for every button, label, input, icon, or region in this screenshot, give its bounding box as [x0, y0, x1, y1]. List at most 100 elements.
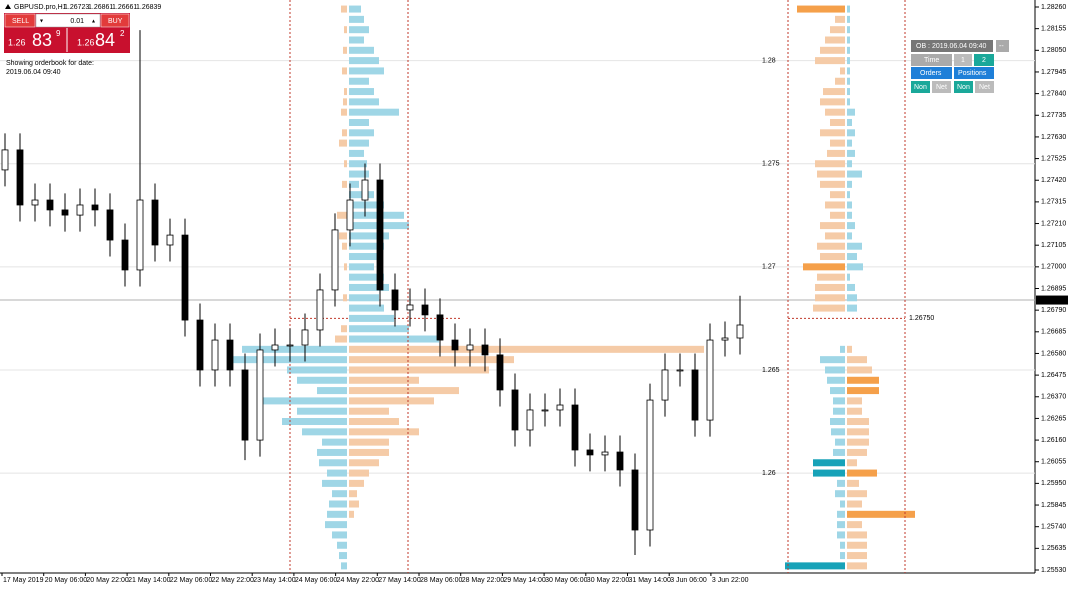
book-bar [332, 531, 347, 539]
book-bar [287, 366, 347, 374]
book-bar [835, 490, 845, 498]
down-arrow[interactable]: ▾ [40, 19, 43, 25]
book-bar [847, 304, 857, 312]
lots-input[interactable] [35, 13, 101, 28]
close-label[interactable]: -- [999, 43, 1004, 50]
book-bar [349, 469, 369, 477]
y-tick-label: 1.27840 [1041, 90, 1066, 97]
book-bar [847, 294, 857, 302]
buy-frac[interactable]: 2 [120, 29, 125, 38]
candle-body [106, 209, 114, 241]
y-tick-label: 1.26475 [1041, 372, 1066, 379]
y-tick-label: 1.25845 [1041, 502, 1066, 509]
x-tick-label: 21 May 14:00 [128, 577, 171, 584]
buy-big[interactable]: 1.26 [77, 37, 95, 47]
book-bar [349, 500, 359, 508]
y-tick-label: 1.27630 [1041, 134, 1066, 141]
up-arrow[interactable]: ▴ [92, 19, 95, 25]
x-tick-label: 31 May 14:00 [629, 577, 672, 584]
book-bar [342, 67, 347, 75]
net-button[interactable] [975, 81, 994, 93]
buy-pips[interactable]: 84 [95, 30, 115, 50]
book-bar [847, 263, 863, 271]
book-bar [840, 541, 845, 549]
book-bar [349, 98, 379, 106]
time-label[interactable]: Time [924, 57, 939, 64]
positions-button[interactable] [954, 67, 994, 79]
buy-button[interactable] [100, 13, 130, 28]
book-bar [349, 490, 357, 498]
y-tick-label: 1.27315 [1041, 199, 1066, 206]
sell-pips[interactable]: 83 [32, 30, 52, 50]
book-bar [837, 510, 845, 518]
candle-body [286, 344, 294, 347]
book-bar [332, 490, 347, 498]
candle-body [346, 199, 354, 231]
candle-body [631, 469, 639, 531]
net-label[interactable]: Net [979, 84, 990, 91]
orders-button[interactable] [911, 67, 952, 79]
collapse-icon[interactable] [5, 4, 11, 9]
book-bar [847, 500, 862, 508]
y-tick-label: 1.25740 [1041, 524, 1066, 531]
non-button[interactable] [954, 81, 973, 93]
net-button[interactable] [932, 81, 951, 93]
book-bar [803, 263, 845, 271]
book-bar [327, 469, 347, 477]
book-bar [825, 232, 845, 240]
book-bar [813, 459, 845, 467]
book-bar [785, 562, 845, 570]
candle-body [586, 449, 594, 456]
book-bar [847, 438, 869, 446]
candle-body [211, 339, 219, 371]
net-label[interactable]: Net [936, 84, 947, 91]
tab-1-label[interactable]: 1 [961, 57, 965, 64]
book-bar [830, 418, 845, 426]
sell-frac[interactable]: 9 [56, 29, 61, 38]
tab-1[interactable] [954, 54, 972, 66]
book-bar [847, 552, 867, 560]
tab-2[interactable] [974, 54, 994, 66]
book-bar [847, 222, 855, 230]
book-bar [815, 283, 845, 291]
sell-label[interactable]: SELL [12, 18, 29, 25]
book-bar [815, 160, 845, 168]
book-bar [847, 15, 850, 23]
book-bar [847, 376, 879, 384]
candle-body [256, 349, 264, 441]
non-label[interactable]: Non [914, 84, 927, 91]
non-label[interactable]: Non [957, 84, 970, 91]
y-tick-label: 1.28050 [1041, 47, 1066, 54]
book-bar [797, 5, 845, 13]
level-label: 1.26 [762, 470, 776, 477]
x-tick-label: 29 May 14:00 [503, 577, 546, 584]
non-button[interactable] [911, 81, 930, 93]
candles [1, 30, 744, 555]
x-tick-label: 20 May 22:00 [86, 577, 129, 584]
buy-label[interactable]: BUY [108, 18, 123, 25]
book-bar [847, 98, 850, 106]
book-bar [349, 479, 364, 487]
book-bar [342, 180, 347, 188]
ohlc: 1.26839 [136, 4, 161, 11]
close-button[interactable] [996, 40, 1009, 52]
level-label: 1.28 [762, 57, 776, 64]
sell-big[interactable]: 1.26 [8, 37, 26, 47]
book-bar [847, 118, 852, 126]
time-button[interactable] [911, 54, 952, 66]
book-bar [827, 149, 845, 157]
positions-label[interactable]: Positions [958, 70, 987, 77]
book-bar [349, 191, 374, 199]
lots-value[interactable]: 0.01 [70, 18, 84, 25]
candle-body [301, 329, 309, 346]
x-tick-label: 28 May 06:00 [420, 577, 463, 584]
book-bar [349, 160, 367, 168]
book-bar [817, 273, 845, 281]
candle-body [721, 337, 729, 341]
book-bar [337, 211, 347, 219]
sell-button[interactable] [4, 13, 36, 28]
orders-label[interactable]: Orders [920, 70, 942, 77]
tab-2-label[interactable]: 2 [982, 57, 986, 64]
y-tick-label: 1.26685 [1041, 329, 1066, 336]
y-tick-label: 1.27735 [1041, 112, 1066, 119]
